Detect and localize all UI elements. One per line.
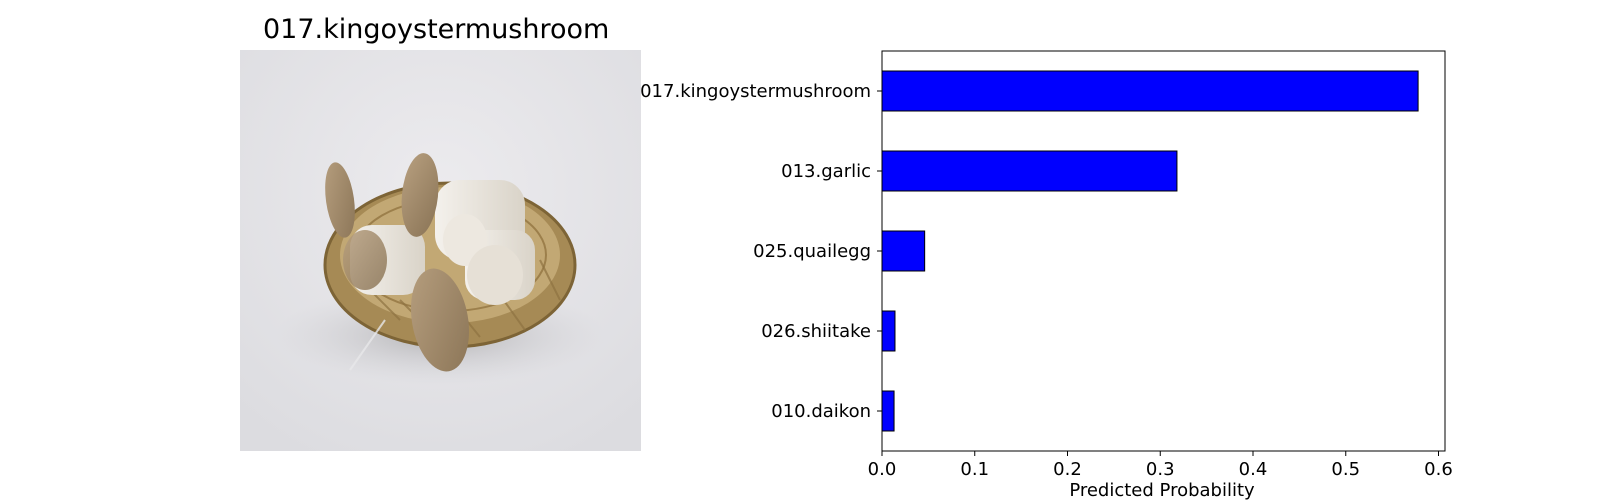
x-axis-label: Predicted Probability: [1069, 480, 1255, 500]
x-tick-label: 0.0: [868, 459, 897, 480]
x-tick-label: 0.4: [1239, 459, 1268, 480]
x-tick-label: 0.6: [1424, 459, 1453, 480]
bar: [881, 70, 1419, 112]
bar: [881, 310, 896, 352]
bar: [881, 150, 1178, 192]
bar: [881, 230, 926, 272]
y-tick-label: 010.daikon: [771, 401, 871, 422]
x-tick-label: 0.1: [960, 459, 989, 480]
image-title: 017.kingoystermushroom: [263, 14, 610, 45]
bar: [881, 390, 895, 432]
x-tick-label: 0.3: [1146, 459, 1175, 480]
x-tick-label: 0.2: [1053, 459, 1082, 480]
plot-frame: [881, 50, 1446, 452]
y-tick-label: 025.quailegg: [753, 241, 871, 262]
y-tick-label: 013.garlic: [781, 161, 871, 182]
mushroom-photo: [240, 50, 641, 451]
y-tick-label: 017.kingoystermushroom: [640, 81, 871, 102]
y-tick-label: 026.shiitake: [761, 321, 871, 342]
x-tick-label: 0.5: [1331, 459, 1360, 480]
